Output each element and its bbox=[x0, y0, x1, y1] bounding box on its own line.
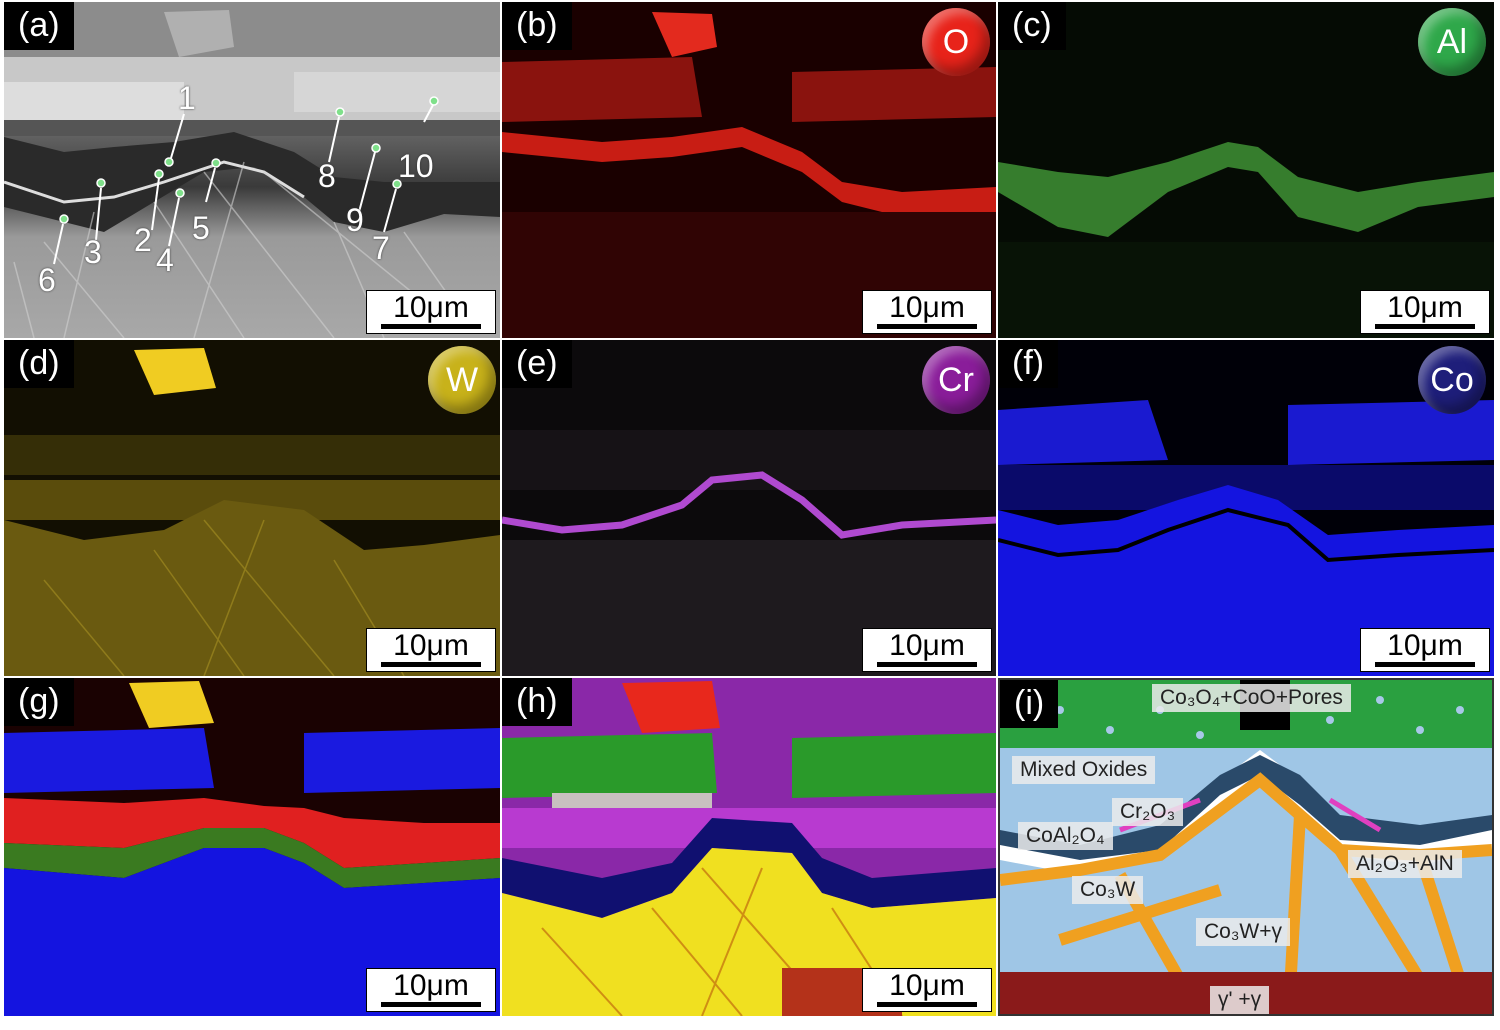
panel-b-label: (b) bbox=[502, 2, 572, 50]
schematic-label-al2o3-aln: Al₂O₃+AlN bbox=[1348, 850, 1462, 878]
scale-bar: 10μm bbox=[366, 628, 496, 672]
schematic-label-mixed-oxides: Mixed Oxides bbox=[1012, 756, 1156, 784]
panel-c-label: (c) bbox=[998, 2, 1066, 50]
panel-c-aluminum-map: (c) Al 10μm bbox=[998, 2, 1494, 338]
element-badge-o: O bbox=[922, 8, 990, 76]
sem-image bbox=[4, 2, 500, 338]
scale-bar: 10μm bbox=[366, 968, 496, 1012]
element-badge-co: Co bbox=[1418, 346, 1486, 414]
panel-g-label: (g) bbox=[4, 678, 74, 726]
schematic-label-cr2o3: Cr₂O₃ bbox=[1112, 798, 1184, 826]
panel-d-label: (d) bbox=[4, 340, 74, 388]
panel-g-overlay-map: (g) 10μm bbox=[4, 678, 500, 1016]
tungsten-map-image bbox=[4, 340, 500, 676]
point-label-6: 6 bbox=[38, 262, 56, 298]
schematic-label-top-oxide: Co₃O₄+CoO+Pores bbox=[1152, 684, 1351, 712]
panel-h-phase-map: (h) 10μm bbox=[502, 678, 996, 1016]
element-badge-cr: Cr bbox=[922, 346, 990, 414]
panel-e-chromium-map: (e) Cr 10μm bbox=[502, 340, 996, 676]
element-badge-w: W bbox=[428, 346, 496, 414]
panel-h-label: (h) bbox=[502, 678, 572, 726]
scale-bar: 10μm bbox=[1360, 628, 1490, 672]
scale-bar: 10μm bbox=[862, 968, 992, 1012]
scale-bar: 10μm bbox=[366, 290, 496, 334]
scale-bar: 10μm bbox=[862, 628, 992, 672]
panel-a-sem: (a) 1 2 3 4 5 6 7 8 9 10 10μm bbox=[4, 2, 500, 338]
schematic-label-co3w: Co₃W bbox=[1072, 876, 1144, 904]
cobalt-map-image bbox=[998, 340, 1494, 676]
panel-a-label: (a) bbox=[4, 2, 74, 50]
overlay-map-image bbox=[4, 678, 500, 1016]
panel-e-label: (e) bbox=[502, 340, 572, 388]
panel-f-cobalt-map: (f) Co 10μm bbox=[998, 340, 1494, 676]
point-label-5: 5 bbox=[192, 210, 210, 246]
schematic-label-coal2o4: CoAl₂O₄ bbox=[1018, 822, 1113, 850]
point-label-4: 4 bbox=[156, 242, 174, 278]
panel-f-label: (f) bbox=[998, 340, 1059, 388]
scale-bar: 10μm bbox=[1360, 290, 1490, 334]
phase-map-image bbox=[502, 678, 996, 1016]
point-label-1: 1 bbox=[178, 80, 196, 116]
point-label-10: 10 bbox=[398, 148, 434, 184]
point-label-8: 8 bbox=[318, 158, 336, 194]
oxygen-map-image bbox=[502, 2, 996, 338]
point-label-2: 2 bbox=[134, 222, 152, 258]
point-label-9: 9 bbox=[346, 202, 364, 238]
schematic-label-gamma: γ' +γ bbox=[1210, 986, 1270, 1014]
panel-i-schematic: (i) Co₃O₄+CoO+Pores Mixed Oxides Cr₂O₃ C… bbox=[998, 678, 1494, 1016]
element-badge-al: Al bbox=[1418, 8, 1486, 76]
scale-bar: 10μm bbox=[862, 290, 992, 334]
point-label-7: 7 bbox=[372, 230, 390, 266]
panel-d-tungsten-map: (d) W 10μm bbox=[4, 340, 500, 676]
panel-b-oxygen-map: (b) O 10μm bbox=[502, 2, 996, 338]
panel-i-label: (i) bbox=[1000, 680, 1059, 728]
schematic-label-co3w-gamma: Co₃W+γ bbox=[1196, 918, 1290, 946]
point-label-3: 3 bbox=[84, 234, 102, 270]
chromium-map-image bbox=[502, 340, 996, 676]
